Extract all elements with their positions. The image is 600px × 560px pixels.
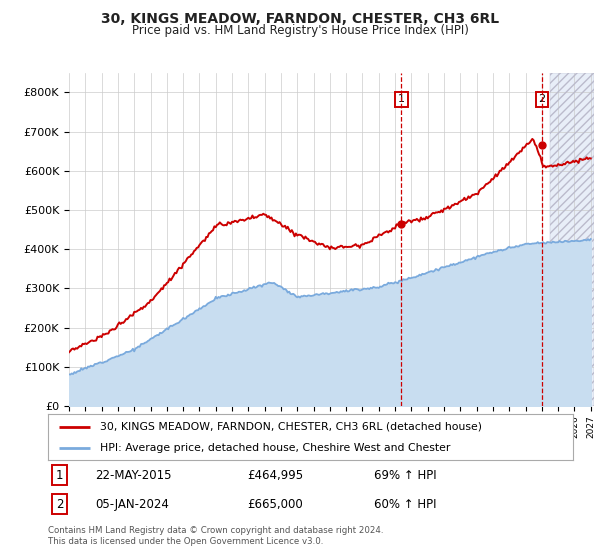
Text: Contains HM Land Registry data © Crown copyright and database right 2024.
This d: Contains HM Land Registry data © Crown c… — [48, 526, 383, 546]
Text: 30, KINGS MEADOW, FARNDON, CHESTER, CH3 6RL: 30, KINGS MEADOW, FARNDON, CHESTER, CH3 … — [101, 12, 499, 26]
Text: 69% ↑ HPI: 69% ↑ HPI — [373, 469, 436, 482]
Text: 60% ↑ HPI: 60% ↑ HPI — [373, 498, 436, 511]
Bar — [550, 73, 594, 406]
Text: 2: 2 — [539, 95, 546, 105]
Bar — [550, 73, 594, 406]
Text: 22-MAY-2015: 22-MAY-2015 — [95, 469, 172, 482]
Text: 2: 2 — [56, 498, 64, 511]
Text: 1: 1 — [398, 95, 405, 105]
Text: 30, KINGS MEADOW, FARNDON, CHESTER, CH3 6RL (detached house): 30, KINGS MEADOW, FARNDON, CHESTER, CH3 … — [101, 422, 482, 432]
Text: HPI: Average price, detached house, Cheshire West and Chester: HPI: Average price, detached house, Ches… — [101, 443, 451, 453]
Text: 1: 1 — [56, 469, 64, 482]
Text: 05-JAN-2024: 05-JAN-2024 — [95, 498, 169, 511]
Text: £665,000: £665,000 — [248, 498, 303, 511]
Text: Price paid vs. HM Land Registry's House Price Index (HPI): Price paid vs. HM Land Registry's House … — [131, 24, 469, 37]
Text: £464,995: £464,995 — [248, 469, 304, 482]
